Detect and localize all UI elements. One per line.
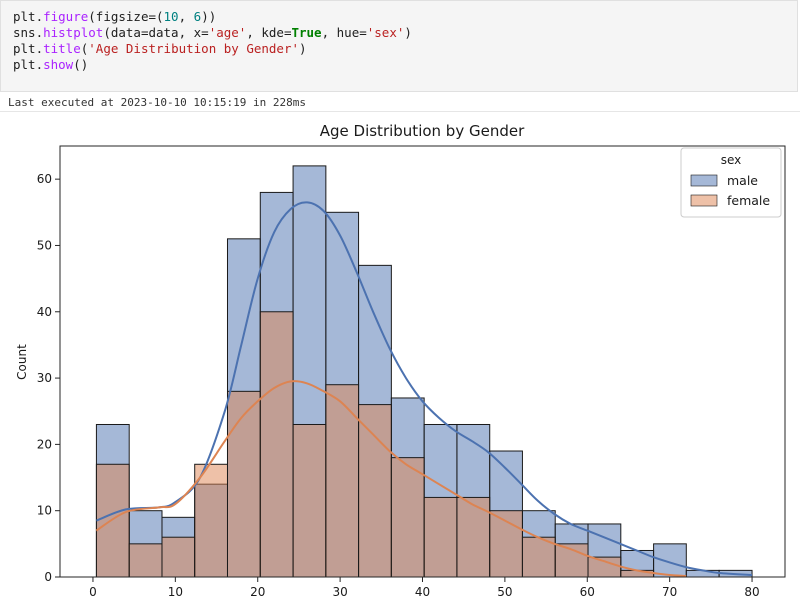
y-tick-label-40: 40 — [37, 305, 52, 319]
y-axis-ticks: 0 10 20 30 40 50 60 — [37, 172, 60, 584]
bar-female-7 — [325, 384, 360, 578]
chart-title: Age Distribution by Gender — [320, 122, 525, 140]
legend-label-female: female — [727, 193, 770, 208]
code-line-2: sns.histplot(data=data, x='age', kde=Tru… — [13, 25, 412, 40]
kde-lines — [95, 201, 753, 577]
chart-output: Age Distribution by Gender Count 0 10 20 30… — [0, 112, 800, 608]
x-tick-label-80: 80 — [744, 585, 759, 599]
legend-title: sex — [721, 153, 742, 167]
kde-line-male — [96, 201, 753, 576]
code-line-3: plt.title('Age Distribution by Gender') — [13, 41, 307, 56]
bar-female-0 — [95, 463, 130, 578]
bar-female-3 — [194, 463, 228, 578]
x-tick-label-50: 50 — [497, 585, 512, 599]
legend-label-male: male — [727, 173, 758, 188]
bar-female-5 — [259, 311, 294, 578]
y-tick-label-30: 30 — [37, 371, 52, 385]
code-line-1: plt.figure(figsize=(10, 6)) — [13, 9, 217, 24]
x-axis-ticks: 0 10 20 30 40 50 60 70 80 — [89, 577, 760, 599]
bar-female-6 — [292, 423, 327, 578]
bar-female-1 — [128, 543, 163, 578]
y-axis-label: Count — [15, 344, 29, 380]
x-tick-label-0: 0 — [89, 585, 97, 599]
bar-female-2 — [161, 536, 196, 578]
bar-female-9 — [390, 457, 425, 578]
bar-female-15 — [587, 556, 622, 578]
x-tick-label-20: 20 — [250, 585, 265, 599]
x-tick-label-30: 30 — [332, 585, 347, 599]
y-tick-label-10: 10 — [37, 504, 52, 518]
x-tick-label-70: 70 — [662, 585, 677, 599]
y-tick-label-20: 20 — [37, 437, 52, 451]
y-tick-label-60: 60 — [37, 172, 52, 186]
cell-divider — [0, 111, 800, 112]
legend-swatch-female — [690, 194, 718, 207]
y-tick-label-50: 50 — [37, 238, 52, 252]
execution-info: Last executed at 2023-10-10 10:15:19 in … — [8, 96, 307, 109]
x-tick-label-40: 40 — [415, 585, 430, 599]
bar-female-4 — [226, 390, 261, 578]
legend-swatch-male — [690, 174, 718, 187]
kde-line-female — [95, 380, 687, 577]
bar-female-8 — [358, 404, 392, 578]
code-cell[interactable]: plt.figure(figsize=(10, 6)) sns.histplot… — [0, 0, 798, 92]
legend: sex male female — [680, 147, 782, 218]
bar-male-17 — [653, 543, 687, 578]
x-tick-label-60: 60 — [580, 585, 595, 599]
bar-female-10 — [423, 496, 458, 578]
code-line-4: plt.show() — [13, 57, 89, 72]
histogram-chart: Age Distribution by Gender Count 0 10 20 30… — [15, 122, 786, 599]
y-tick-label-0: 0 — [44, 570, 52, 584]
x-tick-label-10: 10 — [168, 585, 183, 599]
